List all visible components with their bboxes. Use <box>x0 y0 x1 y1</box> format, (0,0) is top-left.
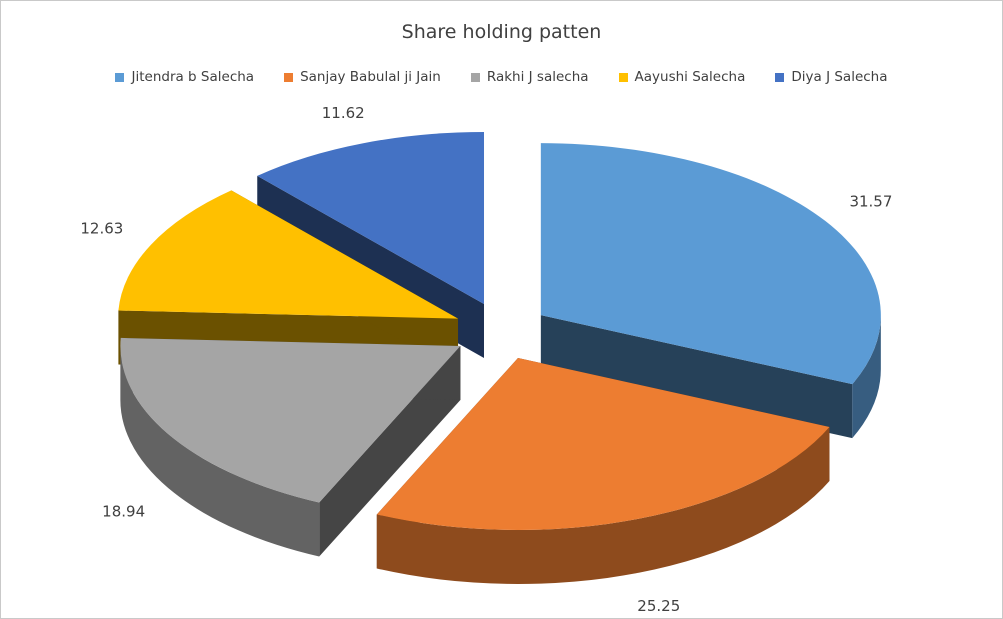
legend-label: Diya J Salecha <box>791 69 888 85</box>
pie-slice-top <box>118 190 459 319</box>
legend-label: Rakhi J salecha <box>486 69 589 85</box>
legend-entry: Aayushi Salecha <box>618 69 746 85</box>
data-label: 11.62 <box>322 104 365 122</box>
data-label: 31.57 <box>849 192 892 210</box>
legend-swatch <box>775 72 785 82</box>
data-label: 25.25 <box>637 597 680 615</box>
legend-entry: Diya J Salecha <box>775 69 888 85</box>
pie-slice-top <box>376 357 830 530</box>
legend-swatch <box>115 72 125 82</box>
legend-label: Sanjay Babulal ji Jain <box>300 69 441 85</box>
pie-slice-side <box>540 315 853 439</box>
legend-entry: Sanjay Babulal ji Jain <box>284 69 441 85</box>
pie-slice-rim <box>120 346 320 557</box>
legend-entry: Rakhi J salecha <box>470 69 589 85</box>
legend: Jitendra b Salecha Sanjay Babulal ji Jai… <box>1 69 1002 85</box>
pie-slice-rim <box>852 315 881 439</box>
legend-swatch <box>470 72 480 82</box>
data-label: 12.63 <box>80 219 123 237</box>
legend-swatch <box>618 72 628 82</box>
legend-swatch <box>284 72 294 82</box>
legend-label: Aayushi Salecha <box>634 69 746 85</box>
pie-slice <box>376 357 830 584</box>
pie-slice-rim <box>376 426 830 584</box>
legend-entry: Jitendra b Salecha <box>115 69 254 85</box>
pie-slice-top <box>540 143 881 385</box>
chart-title: Share holding patten <box>401 21 602 43</box>
pie-slice <box>120 337 461 557</box>
pie-slice-top <box>120 337 461 503</box>
data-label: 18.94 <box>102 502 145 520</box>
pie-slice-top <box>257 132 485 305</box>
pie-slice <box>540 143 881 439</box>
legend-label: Jitendra b Salecha <box>131 69 255 85</box>
